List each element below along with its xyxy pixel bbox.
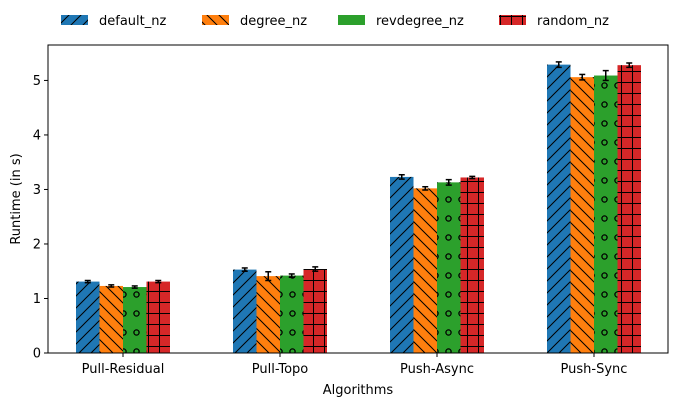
bar-degree-nz-push-sync-hatch bbox=[570, 77, 594, 353]
x-tick-label-push-sync: Push-Sync bbox=[561, 362, 628, 377]
bar-default-nz-push-async-hatch bbox=[390, 176, 414, 353]
error-bar-default-nz-pull-topo bbox=[241, 267, 248, 272]
error-bar-default-nz-pull-residual bbox=[84, 279, 91, 284]
error-bar-degree-nz-push-async bbox=[422, 185, 429, 191]
legend-swatch-hatch-revdegree-nz bbox=[338, 15, 365, 25]
bar-random-nz-push-sync-hatch bbox=[617, 65, 641, 353]
error-bar-revdegree-nz-push-async bbox=[445, 178, 452, 186]
error-bar-degree-nz-pull-residual bbox=[108, 284, 115, 288]
legend-swatch-hatch-random-nz bbox=[499, 15, 526, 25]
error-bar-revdegree-nz-push-sync bbox=[602, 69, 609, 82]
error-bar-random-nz-pull-topo bbox=[312, 266, 319, 272]
bar-random-nz-push-async-hatch bbox=[460, 177, 484, 353]
y-axis: 0 1 2 3 4 5 bbox=[33, 74, 48, 362]
bar-revdegree-nz-push-async-hatch bbox=[437, 182, 461, 353]
error-bar-degree-nz-pull-topo bbox=[265, 271, 272, 282]
legend-label-default-nz: default_nz bbox=[99, 14, 166, 29]
legend-item-degree-nz: degree_nz bbox=[202, 14, 307, 29]
y-tick-label-3: 3 bbox=[33, 183, 41, 198]
bar-degree-nz-pull-residual-hatch bbox=[99, 285, 123, 353]
y-tick-label-0: 0 bbox=[33, 347, 41, 362]
bar-random-nz-pull-topo-hatch bbox=[303, 269, 327, 353]
bar-default-nz-pull-residual-hatch bbox=[76, 281, 100, 353]
error-bar-degree-nz-push-sync bbox=[579, 73, 586, 81]
error-bar-default-nz-push-sync bbox=[555, 61, 562, 69]
x-tick-label-push-async: Push-Async bbox=[400, 362, 474, 377]
bars bbox=[76, 64, 641, 353]
error-bar-random-nz-pull-residual bbox=[155, 279, 162, 284]
error-bars bbox=[84, 61, 633, 289]
error-bar-random-nz-push-async bbox=[469, 175, 476, 180]
bar-revdegree-nz-pull-topo-hatch bbox=[280, 275, 304, 353]
x-tick-label-pull-topo: Pull-Topo bbox=[252, 362, 309, 377]
plot-frame bbox=[47, 44, 669, 354]
y-axis-label: Runtime (in s) bbox=[9, 153, 24, 244]
error-bar-default-nz-push-async bbox=[398, 173, 405, 180]
legend-item-random-nz: random_nz bbox=[499, 14, 609, 29]
bar-default-nz-pull-topo-hatch bbox=[233, 269, 257, 353]
legend-item-revdegree-nz: revdegree_nz bbox=[338, 14, 464, 29]
legend-label-random-nz: random_nz bbox=[537, 14, 609, 29]
legend-label-degree-nz: degree_nz bbox=[240, 14, 307, 29]
bar-default-nz-push-sync-hatch bbox=[547, 64, 571, 353]
y-tick-label-4: 4 bbox=[33, 128, 41, 143]
y-tick-label-1: 1 bbox=[33, 292, 41, 307]
x-axis-label: Algorithms bbox=[323, 383, 394, 398]
legend-swatch-hatch-degree-nz bbox=[202, 15, 229, 25]
bar-revdegree-nz-pull-residual-hatch bbox=[123, 287, 147, 353]
legend-label-revdegree-nz: revdegree_nz bbox=[376, 14, 464, 29]
y-tick-label-5: 5 bbox=[33, 74, 41, 89]
bar-random-nz-pull-residual-hatch bbox=[146, 281, 170, 353]
legend-item-default-nz: default_nz bbox=[61, 14, 166, 29]
bar-degree-nz-push-async-hatch bbox=[413, 188, 437, 353]
bar-degree-nz-pull-topo-hatch bbox=[256, 276, 280, 353]
x-axis: Pull-Residual Pull-Topo Push-Async Push-Syn… bbox=[82, 353, 628, 377]
error-bar-revdegree-nz-pull-residual bbox=[131, 285, 138, 289]
error-bar-random-nz-push-sync bbox=[626, 62, 633, 69]
error-bar-revdegree-nz-pull-topo bbox=[288, 273, 295, 278]
bar-revdegree-nz-push-sync-hatch bbox=[594, 75, 618, 353]
legend-swatch-hatch-default-nz bbox=[61, 15, 88, 25]
x-tick-label-pull-residual: Pull-Residual bbox=[82, 362, 165, 377]
legend: default_nz degree_nz revdegree_nz random_nz bbox=[61, 14, 609, 29]
y-tick-label-2: 2 bbox=[33, 237, 41, 252]
